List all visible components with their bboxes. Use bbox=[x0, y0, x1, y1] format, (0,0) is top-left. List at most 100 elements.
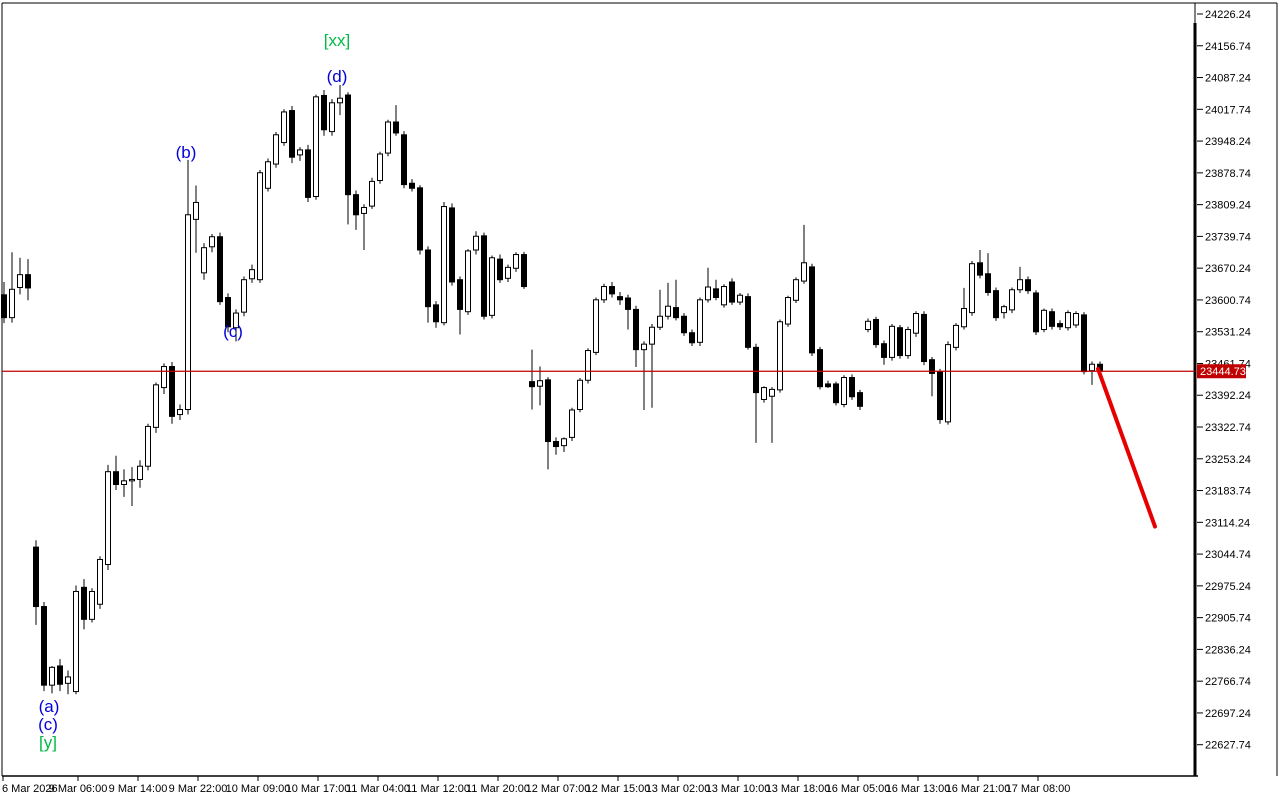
candle[interactable] bbox=[129, 467, 135, 506]
candle[interactable] bbox=[281, 109, 287, 146]
candle[interactable] bbox=[817, 346, 823, 390]
candle[interactable] bbox=[537, 366, 543, 406]
candle[interactable] bbox=[505, 264, 511, 282]
candle[interactable] bbox=[305, 144, 311, 202]
candle[interactable] bbox=[1009, 287, 1015, 314]
candle[interactable] bbox=[857, 389, 863, 410]
candle[interactable] bbox=[1057, 320, 1063, 330]
candle[interactable] bbox=[681, 313, 687, 336]
candle[interactable] bbox=[881, 340, 887, 365]
candle[interactable] bbox=[369, 177, 375, 209]
candle[interactable] bbox=[961, 287, 967, 330]
candle[interactable] bbox=[65, 670, 71, 695]
candle[interactable] bbox=[585, 348, 591, 384]
candle[interactable] bbox=[153, 382, 159, 433]
candle[interactable] bbox=[49, 665, 55, 694]
candle[interactable] bbox=[721, 284, 727, 308]
candle[interactable] bbox=[89, 588, 95, 623]
candle[interactable] bbox=[1001, 304, 1007, 319]
candle[interactable] bbox=[97, 556, 103, 609]
candle[interactable] bbox=[473, 231, 479, 255]
candle[interactable] bbox=[9, 252, 15, 323]
candle[interactable] bbox=[409, 179, 415, 192]
candle[interactable] bbox=[433, 301, 439, 328]
candle[interactable] bbox=[825, 380, 831, 389]
candle[interactable] bbox=[601, 283, 607, 304]
candle[interactable] bbox=[913, 311, 919, 337]
candle[interactable] bbox=[985, 253, 991, 296]
candle[interactable] bbox=[617, 292, 623, 305]
candle[interactable] bbox=[993, 287, 999, 321]
candle[interactable] bbox=[169, 361, 175, 424]
candle[interactable] bbox=[937, 368, 943, 424]
candle[interactable] bbox=[849, 374, 855, 400]
candle[interactable] bbox=[161, 363, 167, 394]
candle[interactable] bbox=[113, 455, 119, 490]
candle[interactable] bbox=[737, 292, 743, 305]
candle[interactable] bbox=[705, 267, 711, 303]
candle[interactable] bbox=[233, 309, 239, 342]
candle[interactable] bbox=[177, 404, 183, 421]
price-axis-bar[interactable] bbox=[1193, 23, 1197, 776]
candle[interactable] bbox=[105, 464, 111, 570]
wave-label[interactable]: [y] bbox=[39, 733, 57, 752]
candle[interactable] bbox=[689, 329, 695, 346]
candle[interactable] bbox=[969, 260, 975, 316]
candle[interactable] bbox=[417, 185, 423, 255]
wave-label[interactable]: (a) bbox=[39, 697, 60, 716]
wave-label[interactable]: (d) bbox=[327, 67, 348, 86]
candle[interactable] bbox=[833, 381, 839, 406]
candle[interactable] bbox=[425, 246, 431, 323]
candle[interactable] bbox=[497, 254, 503, 283]
candle[interactable] bbox=[241, 276, 247, 317]
candle[interactable] bbox=[513, 252, 519, 272]
candle[interactable] bbox=[1033, 290, 1039, 336]
candle[interactable] bbox=[377, 151, 383, 184]
candle[interactable] bbox=[649, 324, 655, 408]
candles-series[interactable] bbox=[1, 84, 1103, 695]
wave-label[interactable]: [xx] bbox=[324, 31, 350, 50]
candle[interactable] bbox=[57, 659, 63, 692]
candle[interactable] bbox=[793, 277, 799, 304]
wave-label[interactable]: (b) bbox=[176, 143, 197, 162]
candle[interactable] bbox=[1017, 266, 1023, 293]
candle[interactable] bbox=[465, 249, 471, 315]
candle[interactable] bbox=[889, 324, 895, 361]
candle[interactable] bbox=[729, 278, 735, 305]
candle[interactable] bbox=[137, 460, 143, 488]
candle[interactable] bbox=[657, 289, 663, 330]
candle[interactable] bbox=[289, 105, 295, 164]
candle[interactable] bbox=[1073, 311, 1079, 328]
candle[interactable] bbox=[625, 294, 631, 330]
candle[interactable] bbox=[25, 259, 31, 301]
candle[interactable] bbox=[569, 407, 575, 442]
candle[interactable] bbox=[273, 132, 279, 168]
candle[interactable] bbox=[121, 469, 127, 497]
candle[interactable] bbox=[753, 343, 759, 443]
candle[interactable] bbox=[713, 279, 719, 301]
wave-label[interactable]: (c) bbox=[38, 715, 58, 734]
candle[interactable] bbox=[577, 377, 583, 413]
candle[interactable] bbox=[777, 319, 783, 393]
candle[interactable] bbox=[321, 89, 327, 136]
candle[interactable] bbox=[761, 386, 767, 403]
candle[interactable] bbox=[865, 318, 871, 333]
candle[interactable] bbox=[345, 92, 351, 225]
candle[interactable] bbox=[257, 169, 263, 283]
candle[interactable] bbox=[393, 105, 399, 136]
candle[interactable] bbox=[641, 341, 647, 410]
candle[interactable] bbox=[745, 293, 751, 350]
candle[interactable] bbox=[313, 94, 319, 200]
candle[interactable] bbox=[1025, 276, 1031, 294]
candle[interactable] bbox=[521, 251, 527, 289]
candle[interactable] bbox=[529, 349, 535, 410]
candle[interactable] bbox=[249, 264, 255, 283]
candle[interactable] bbox=[633, 305, 639, 368]
candle[interactable] bbox=[353, 190, 359, 230]
candle[interactable] bbox=[609, 281, 615, 298]
candle[interactable] bbox=[897, 324, 903, 359]
candle[interactable] bbox=[145, 423, 151, 471]
candle[interactable] bbox=[665, 282, 671, 320]
candle[interactable] bbox=[385, 119, 391, 157]
